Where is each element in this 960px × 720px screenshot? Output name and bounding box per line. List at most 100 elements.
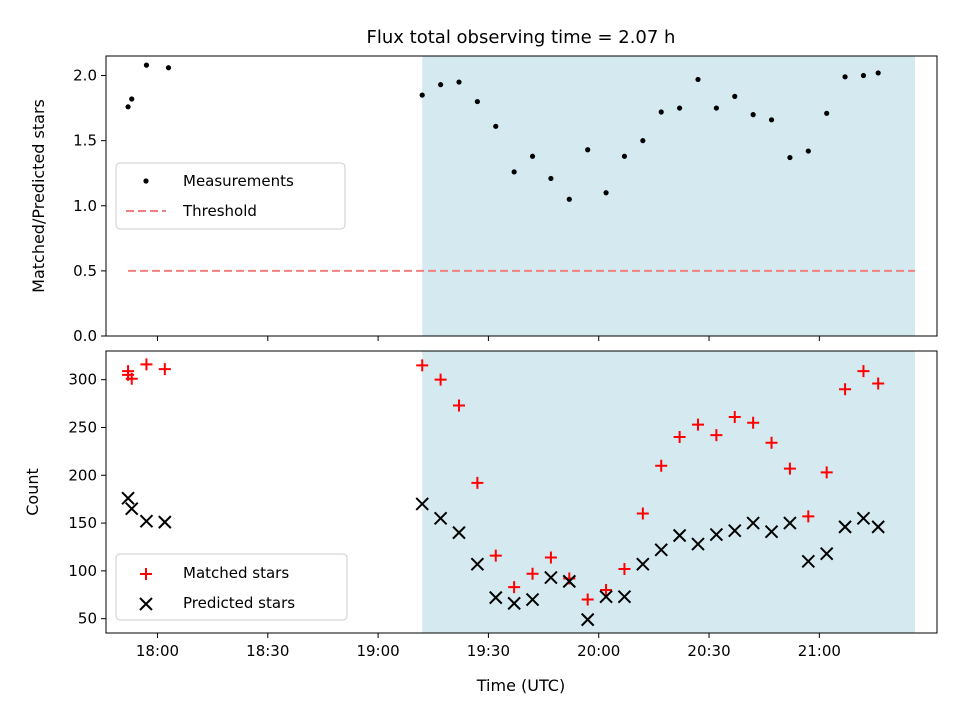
matched-star-point	[600, 583, 613, 596]
measurement-point	[143, 62, 150, 68]
matched-star-point	[765, 436, 778, 449]
measurement-point	[875, 70, 881, 76]
top-y-ticks: 0.0 0.5 1.0 1.5 2.0	[73, 67, 106, 345]
top-y-tick-label: 0.0	[73, 327, 97, 345]
matched-star-point	[526, 567, 539, 580]
matched-star-point	[673, 431, 686, 444]
legend-predicted-marker	[139, 597, 153, 611]
x-tick-label: 20:30	[687, 642, 730, 660]
measurement-point	[732, 93, 738, 99]
bottom-points-group	[121, 358, 885, 627]
top-legend: Measurements Threshold	[115, 162, 346, 230]
measurement-point	[585, 147, 591, 153]
predicted-star-point	[139, 514, 154, 528]
predicted-star-point	[452, 525, 466, 540]
matched-star-point	[872, 377, 885, 390]
matched-star-point	[581, 593, 594, 606]
x-axis-label: Time (UTC)	[476, 676, 565, 695]
top-axes-frame	[105, 55, 938, 337]
predicted-star-point	[801, 554, 816, 569]
matched-star-point	[618, 562, 631, 575]
predicted-star-point	[544, 570, 558, 585]
matched-star-point	[820, 466, 833, 479]
chart-title: Flux total observing time = 2.07 h	[367, 27, 676, 48]
predicted-star-point	[819, 546, 834, 561]
matched-star-point	[452, 399, 465, 412]
measurement-point	[842, 74, 848, 80]
predicted-star-point	[764, 524, 779, 539]
predicted-star-point	[507, 596, 521, 611]
predicted-star-point	[599, 589, 613, 604]
top-y-tick-label: 1.5	[73, 132, 97, 150]
x-tick-label: 19:00	[356, 642, 399, 660]
top-y-tick-label: 2.0	[73, 67, 97, 85]
top-y-axis-label: Matched/Predicted stars	[29, 99, 48, 293]
predicted-star-point	[415, 497, 429, 511]
top-y-tick-label: 1.0	[73, 197, 97, 215]
bottom-x-ticks: 18:00 18:30 19:00 19:30 20:00 20:30 21:00	[136, 633, 841, 660]
measurement-point	[419, 92, 425, 98]
measurement-point	[860, 72, 867, 79]
measurement-point	[493, 123, 499, 129]
bottom-y-tick-label: 150	[68, 514, 97, 532]
measurement-point	[768, 117, 775, 123]
measurement-point	[129, 96, 135, 102]
matched-star-point	[434, 373, 447, 386]
bottom-panel: 50 100 150 200 250 300 18:00 18:30 19:00 19:30 20…	[23, 350, 938, 695]
top-panel: 0.00.51.01.52.0 Matched/Predicted stars …	[29, 55, 938, 345]
matched-star-point	[636, 507, 649, 520]
bottom-legend-box	[115, 553, 348, 621]
predicted-star-point	[562, 574, 577, 589]
measurement-point	[548, 175, 554, 182]
predicted-star-point	[158, 515, 172, 529]
measurement-point	[805, 148, 811, 154]
measurement-point	[511, 169, 517, 175]
measurement-point	[787, 154, 793, 161]
measurement-point	[456, 79, 462, 85]
predicted-star-point	[728, 524, 742, 538]
matched-star-point	[489, 549, 502, 562]
matched-star-point	[158, 363, 171, 376]
bottom-y-tick-label: 50	[78, 610, 97, 628]
matched-star-point	[471, 476, 484, 489]
measurement-point	[658, 109, 664, 115]
predicted-star-point	[672, 528, 687, 543]
bottom-shaded-interval	[422, 351, 915, 633]
top-x-ticks	[156, 336, 820, 341]
x-tick-label: 21:00	[798, 642, 841, 660]
measurement-point	[695, 76, 701, 83]
x-tick-label: 18:30	[246, 642, 289, 660]
measurement-point	[640, 138, 646, 144]
predicted-star-point	[489, 590, 503, 605]
predicted-star-point	[838, 520, 852, 534]
x-tick-label: 20:00	[577, 642, 620, 660]
bottom-y-ticks: 50 100 150 200 250 300	[68, 371, 106, 628]
predicted-star-point	[470, 557, 485, 571]
matched-star-point	[125, 372, 138, 385]
top-legend-box	[115, 162, 346, 230]
measurement-point	[438, 82, 444, 88]
legend-matched-marker	[140, 568, 152, 580]
predicted-star-point	[746, 516, 760, 530]
predicted-star-point	[871, 520, 885, 534]
matched-star-point	[839, 383, 852, 396]
matched-star-point	[508, 581, 521, 594]
matched-star-point	[710, 429, 723, 442]
predicted-star-point	[856, 511, 871, 525]
matched-star-point	[691, 418, 704, 431]
matched-star-point	[728, 410, 741, 423]
bottom-y-tick-label: 100	[68, 562, 97, 580]
measurement-point	[474, 98, 480, 105]
predicted-star-point	[580, 612, 595, 627]
bottom-legend: Matched stars Predicted stars	[115, 553, 348, 621]
predicted-star-point	[654, 543, 668, 557]
predicted-star-point	[525, 592, 540, 607]
bottom-y-tick-label: 200	[68, 466, 97, 484]
legend-measurements-marker	[143, 178, 149, 184]
bottom-axes-frame	[105, 350, 938, 634]
measurement-point	[621, 153, 628, 159]
x-tick-label: 18:00	[136, 642, 179, 660]
matched-star-point	[655, 459, 668, 472]
matched-star-point	[140, 358, 153, 371]
